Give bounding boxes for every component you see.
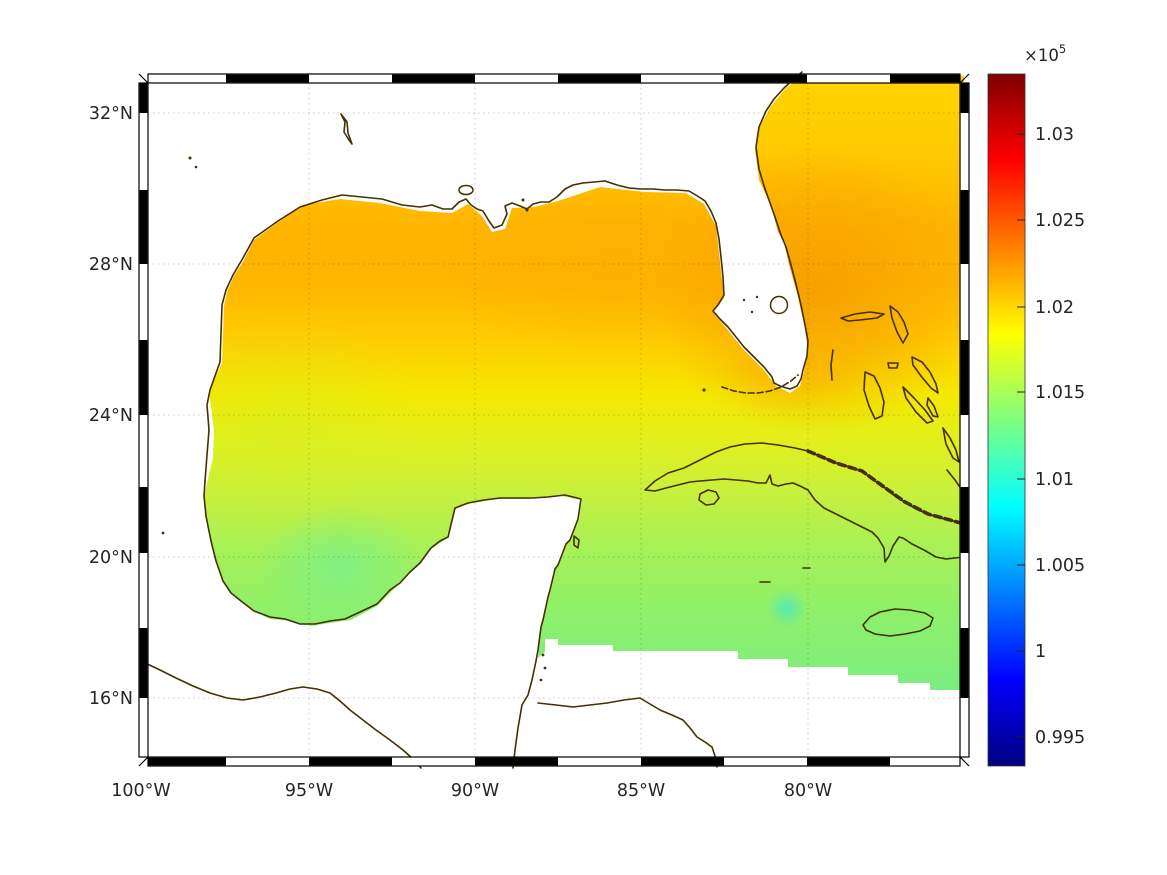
map-frame: [138, 73, 970, 767]
coastline-us-gulf-florida: [204, 71, 809, 482]
y-tick-label: 32°N: [89, 104, 133, 124]
coastline-isla-juventud: [698, 489, 720, 506]
colorbar-tick-label: 1.015: [1035, 383, 1085, 403]
colorbar-tick-label: 1.01: [1035, 470, 1074, 490]
x-tick-label: 95°W: [285, 781, 333, 801]
pressure-field: [204, 76, 964, 690]
colorbar-exponent-base: ×10: [1024, 46, 1059, 65]
coastline-honduras: [537, 697, 718, 768]
lake-okeechobee: [769, 295, 789, 315]
colorbar: 1.03 1.025 1.02 1.015 1.01 1.005 1 0.995…: [987, 42, 1085, 767]
dry-tortugas-islet: [702, 388, 706, 392]
toledo-bend-lake: [340, 113, 353, 145]
high-pressure-blob-ne-gulf: [440, 170, 790, 360]
cozumel-island: [573, 535, 580, 549]
coastline-jamaica: [862, 608, 934, 637]
y-tick-label: 20°N: [89, 548, 133, 568]
colorbar-exponent-power: 5: [1059, 42, 1066, 56]
low-blob-west-gulf: [204, 315, 425, 545]
colorbar-tick-label: 1.02: [1035, 298, 1074, 318]
y-axis-labels: 32°N 28°N 24°N 20°N 16°N: [89, 104, 133, 709]
cayman-islands: [759, 567, 811, 583]
coastline-florida-keys: [721, 374, 799, 394]
x-axis-labels: 100°W 95°W 90°W 85°W 80°W: [111, 781, 832, 801]
low-blob-campeche: [255, 505, 425, 625]
x-tick-label: 90°W: [451, 781, 499, 801]
colorbar-gradient: [987, 73, 1026, 767]
frame-corner-miters: [138, 73, 970, 767]
coastline-cuba-north-keys: [806, 449, 966, 526]
y-tick-label: 16°N: [89, 689, 133, 709]
colorbar-exponent: ×105: [1024, 42, 1066, 65]
colorbar-tick-label: 1.025: [1035, 211, 1085, 231]
coastline-mexico-yucatan: [203, 480, 582, 769]
coastline-bahamas: [830, 305, 963, 491]
high-pressure-blob-straits: [715, 337, 865, 413]
coastlines: [142, 71, 966, 769]
y-tick-label: 28°N: [89, 255, 133, 275]
colorbar-ticks: [1017, 133, 1025, 738]
colorbar-tick-label: 0.995: [1035, 728, 1085, 748]
colorbar-tick-label: 1.03: [1035, 125, 1074, 145]
y-tick-label: 24°N: [89, 406, 133, 426]
colorbar-tick-label: 1.005: [1035, 556, 1085, 576]
lake-pontchartrain: [458, 184, 474, 196]
x-tick-label: 85°W: [617, 781, 665, 801]
coastline-pacific-mexico: [142, 661, 422, 769]
colorbar-tick-label: 1: [1035, 642, 1046, 662]
low-spot-caribbean: [767, 588, 807, 628]
small-island-specks: [161, 156, 759, 682]
x-tick-label: 100°W: [111, 781, 170, 801]
graticule: [148, 83, 960, 757]
x-tick-label: 80°W: [784, 781, 832, 801]
coastline-cuba: [644, 442, 965, 563]
